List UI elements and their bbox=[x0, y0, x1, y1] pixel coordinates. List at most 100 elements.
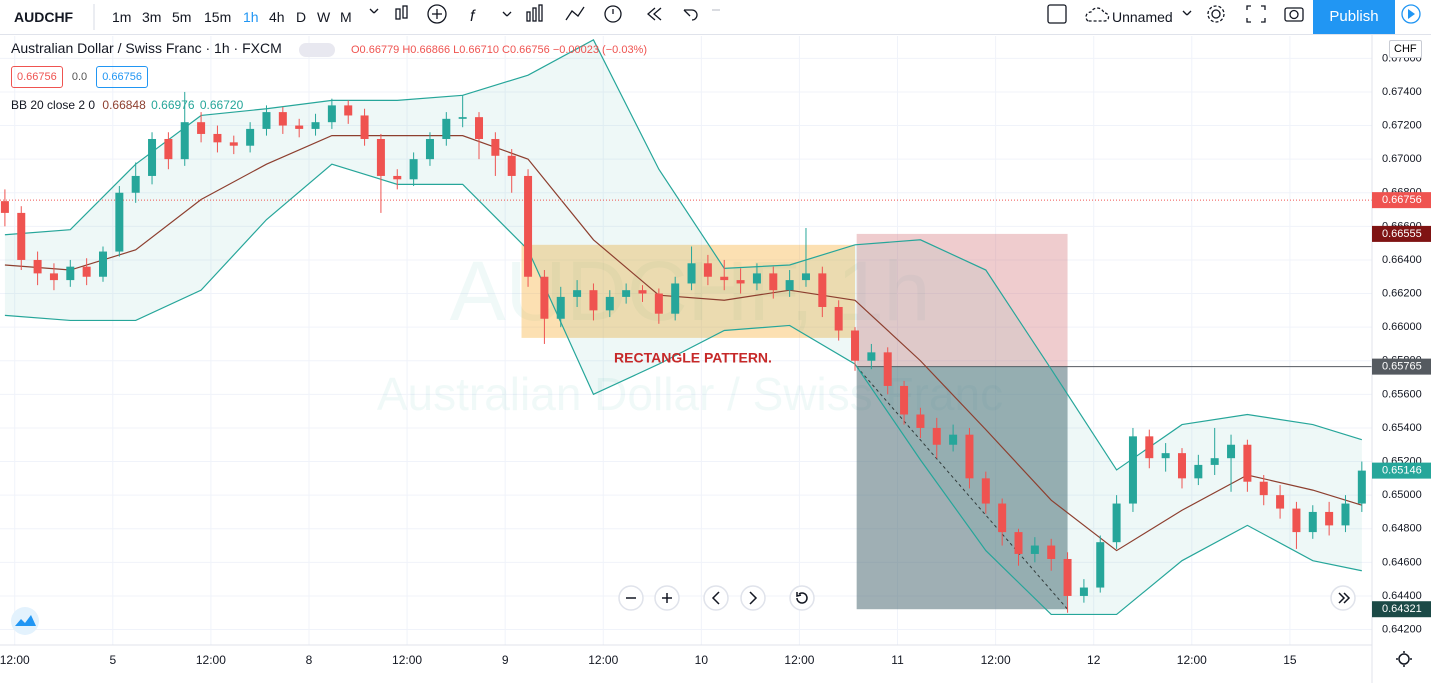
x-tick-label: 5 bbox=[109, 653, 116, 667]
candle-body bbox=[17, 212, 26, 260]
toolbar: AUDCHF 1m 3m 5m 15m 1h 4h D W M f Unnamed Publis… bbox=[0, 0, 1431, 35]
candle-body bbox=[295, 125, 304, 129]
candle-body bbox=[0, 201, 9, 213]
candle-body bbox=[82, 266, 91, 277]
candle-body bbox=[1325, 511, 1334, 526]
y-tick-label: 0.64400 bbox=[1382, 590, 1422, 602]
candle-body bbox=[197, 122, 206, 134]
currency[interactable]: CHF bbox=[1389, 40, 1422, 58]
x-tick-label: 12:00 bbox=[588, 653, 618, 667]
price-tag-label: 0.65146 bbox=[1382, 465, 1422, 477]
x-tick-label: 12 bbox=[1087, 653, 1101, 667]
price-tag bbox=[1372, 601, 1431, 618]
y-tick-label: 0.64800 bbox=[1382, 523, 1422, 535]
price-tag bbox=[1372, 358, 1431, 375]
candle-body bbox=[769, 273, 778, 291]
candle-body bbox=[213, 133, 222, 143]
candle-body bbox=[180, 122, 189, 160]
interval-button[interactable]: 3m bbox=[142, 9, 162, 25]
x-tick-label: 12:00 bbox=[0, 653, 30, 667]
y-tick-label: 0.65400 bbox=[1382, 422, 1422, 434]
candle-body bbox=[491, 138, 500, 156]
candle-body bbox=[66, 266, 75, 281]
y-tick-label: 0.66000 bbox=[1382, 321, 1422, 333]
price-tag-label: 0.66756 bbox=[1382, 194, 1422, 206]
interval-button[interactable]: 4h bbox=[269, 9, 285, 25]
price-tag-label: 0.65765 bbox=[1382, 361, 1422, 373]
interval-button[interactable]: 5m bbox=[172, 9, 192, 25]
candle-body bbox=[622, 290, 631, 297]
candle-body bbox=[965, 434, 974, 479]
bid[interactable]: 0.66756 bbox=[11, 66, 63, 88]
interval-button[interactable]: W bbox=[317, 9, 331, 25]
candle-body bbox=[671, 283, 680, 314]
candle-body bbox=[344, 105, 353, 116]
candle-body bbox=[115, 192, 124, 252]
candle-body bbox=[703, 263, 712, 277]
candle-body bbox=[1030, 545, 1039, 554]
svg-text:f: f bbox=[470, 8, 476, 25]
interval-button[interactable]: 1m bbox=[112, 9, 132, 25]
x-tick-label: 8 bbox=[306, 653, 313, 667]
candle-body bbox=[736, 280, 745, 284]
plot-area: AUDCHF, 1hAustralian Dollar / Swiss Fran… bbox=[0, 36, 1372, 645]
candle-body bbox=[1079, 587, 1088, 596]
layout-name[interactable]: Unnamed bbox=[1112, 9, 1173, 25]
candle-body bbox=[1145, 436, 1154, 459]
candle-body bbox=[932, 427, 941, 445]
pattern-label: RECTANGLE PATTERN. bbox=[614, 350, 772, 366]
band-line bbox=[4, 163, 1362, 616]
y-tick-label: 0.67000 bbox=[1382, 153, 1422, 165]
x-tick-label: 9 bbox=[502, 653, 509, 667]
candle-body bbox=[589, 290, 598, 311]
interval-button[interactable]: M bbox=[340, 9, 352, 25]
candle-body bbox=[262, 112, 271, 129]
candle-body bbox=[851, 330, 860, 361]
publish-button[interactable]: Publish bbox=[1313, 0, 1395, 34]
band-fill bbox=[4, 39, 1362, 615]
candle-body bbox=[900, 385, 909, 415]
candle-body bbox=[1194, 464, 1203, 479]
candle-body bbox=[278, 112, 287, 126]
y-tick-label: 0.67200 bbox=[1382, 119, 1422, 131]
candle-body bbox=[752, 273, 761, 284]
candle-body bbox=[164, 138, 173, 160]
candle-body bbox=[442, 118, 451, 139]
x-tick-label: 15 bbox=[1283, 653, 1297, 667]
candle-body bbox=[981, 478, 990, 504]
candle-body bbox=[654, 293, 663, 314]
candle-body bbox=[1308, 511, 1317, 533]
x-tick-label: 12:00 bbox=[1177, 653, 1207, 667]
candle-body bbox=[818, 273, 827, 307]
candle-body bbox=[475, 117, 484, 139]
legend-title: Australian Dollar / Swiss Franc · 1h · F… bbox=[11, 40, 282, 56]
candle-body bbox=[1210, 458, 1219, 465]
indicator-value: 0.66848 bbox=[102, 98, 146, 112]
candle-body bbox=[1259, 481, 1268, 496]
candle-body bbox=[573, 290, 582, 297]
interval-button[interactable]: 15m bbox=[204, 9, 232, 25]
legend-toggle[interactable] bbox=[299, 42, 336, 57]
y-tick-label: 0.65600 bbox=[1382, 388, 1422, 400]
y-tick-label: 0.67400 bbox=[1382, 86, 1422, 98]
candle-body bbox=[425, 138, 434, 160]
interval-button[interactable]: D bbox=[296, 9, 307, 25]
price-tag-label: 0.66555 bbox=[1382, 228, 1422, 240]
candle-body bbox=[148, 138, 157, 176]
symbol[interactable]: AUDCHF bbox=[14, 9, 74, 25]
candle-body bbox=[507, 155, 516, 176]
candle-body bbox=[1243, 444, 1252, 482]
candle-body bbox=[1112, 503, 1121, 543]
candle-body bbox=[916, 414, 925, 428]
y-tick-label: 0.64200 bbox=[1382, 623, 1422, 635]
candle-body bbox=[834, 306, 843, 331]
y-tick-label: 0.64600 bbox=[1382, 556, 1422, 568]
target-zone bbox=[856, 366, 1068, 610]
candle-body bbox=[376, 138, 385, 176]
x-tick-label: 11 bbox=[891, 653, 904, 667]
ask[interactable]: 0.66756 bbox=[96, 66, 148, 88]
x-tick-label: 12:00 bbox=[392, 653, 422, 667]
interval-button[interactable]: 1h bbox=[243, 9, 259, 25]
legend: Australian Dollar / Swiss Franc · 1h · F… bbox=[11, 40, 647, 112]
price-tag-label: 0.64321 bbox=[1382, 603, 1422, 615]
